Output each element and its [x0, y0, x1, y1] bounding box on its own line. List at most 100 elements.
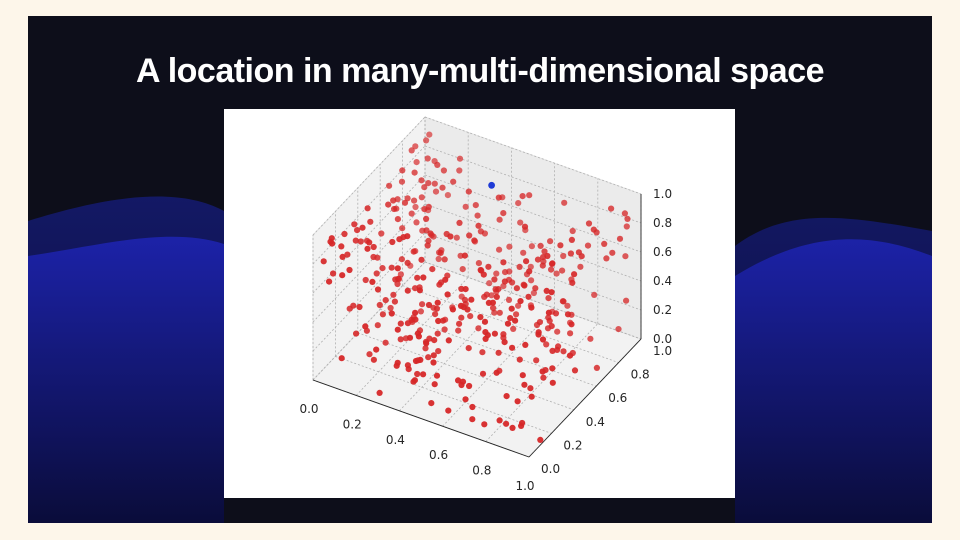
y-tick-label: 0.0 — [541, 462, 560, 476]
data-point — [389, 238, 396, 246]
data-point — [404, 320, 411, 327]
data-point — [399, 167, 406, 174]
data-point — [575, 249, 582, 256]
z-tick-label: 0.0 — [653, 332, 672, 346]
data-point — [519, 372, 526, 379]
data-point — [394, 326, 401, 333]
data-point — [430, 359, 437, 366]
data-point — [369, 278, 376, 285]
data-point — [477, 266, 484, 274]
data-point — [539, 336, 547, 343]
data-point — [504, 320, 512, 327]
data-point — [344, 251, 351, 258]
data-point — [469, 416, 476, 423]
data-point — [442, 276, 449, 283]
data-point — [621, 210, 628, 217]
data-point — [327, 238, 334, 245]
data-point — [338, 355, 345, 362]
z-tick-label: 1.0 — [653, 187, 672, 201]
data-point — [362, 276, 369, 284]
data-point — [540, 374, 547, 381]
data-point — [339, 253, 346, 260]
data-point — [486, 280, 493, 287]
data-point — [557, 242, 564, 249]
data-point — [466, 232, 473, 239]
data-point — [330, 270, 337, 277]
data-point — [444, 192, 451, 199]
data-point — [549, 347, 556, 354]
data-point — [479, 370, 487, 377]
data-point — [376, 389, 383, 396]
data-point — [567, 330, 574, 337]
data-point — [501, 278, 508, 285]
data-point — [496, 246, 503, 253]
data-point — [391, 205, 398, 213]
data-point — [382, 339, 389, 346]
data-point — [370, 243, 377, 251]
x-tick-label: 0.2 — [343, 417, 362, 431]
x-tick-label: 0.0 — [299, 402, 318, 416]
data-point — [418, 194, 425, 201]
data-point — [523, 258, 530, 265]
data-point — [390, 197, 397, 204]
data-point — [475, 260, 482, 267]
axis-lines — [312, 194, 642, 458]
data-point — [609, 249, 616, 256]
data-point — [541, 248, 548, 255]
data-point — [356, 303, 363, 311]
data-point — [404, 195, 411, 202]
y-tick-label: 0.2 — [563, 438, 582, 452]
data-point — [428, 400, 435, 407]
data-point — [445, 407, 452, 414]
data-point — [505, 296, 513, 303]
data-point — [455, 327, 462, 334]
data-point — [461, 296, 469, 303]
grid-line — [485, 323, 599, 442]
data-point — [623, 223, 630, 230]
data-point — [386, 182, 393, 189]
slide: A location in many-multi-dimensional spa… — [28, 16, 932, 523]
data-point — [509, 424, 516, 431]
data-point — [493, 369, 500, 376]
data-point — [430, 352, 437, 359]
data-point — [436, 281, 443, 288]
data-point — [525, 293, 532, 300]
data-point — [462, 286, 469, 293]
data-point — [477, 228, 484, 235]
data-point — [425, 180, 432, 187]
data-point — [514, 398, 521, 405]
data-point — [422, 345, 429, 352]
data-point — [539, 368, 546, 375]
data-point — [439, 317, 447, 324]
y-tick-label: 0.6 — [608, 391, 627, 405]
data-point — [548, 323, 555, 330]
data-point — [465, 345, 472, 352]
data-point — [564, 311, 572, 318]
data-point — [528, 277, 535, 284]
data-point — [382, 297, 389, 304]
data-point — [421, 184, 428, 191]
data-point — [516, 356, 523, 363]
data-point — [404, 362, 411, 369]
data-point — [468, 296, 475, 303]
data-point — [426, 131, 433, 138]
data-point — [559, 298, 566, 305]
data-point — [577, 263, 584, 270]
data-point — [388, 310, 395, 317]
data-point — [435, 255, 442, 263]
data-point — [379, 311, 386, 318]
data-point — [421, 206, 428, 213]
data-point — [456, 155, 464, 162]
data-point — [467, 313, 474, 320]
data-point — [401, 199, 409, 206]
data-point — [440, 167, 447, 174]
scatter-3d-chart: 0.00.20.40.60.81.00.00.20.40.60.81.00.00… — [299, 115, 672, 493]
data-point — [431, 381, 438, 388]
data-point — [425, 354, 432, 361]
data-point — [424, 155, 431, 162]
data-point — [420, 274, 427, 281]
data-point — [426, 335, 433, 342]
data-point — [537, 242, 544, 249]
data-point — [367, 218, 374, 225]
data-point — [413, 159, 420, 166]
